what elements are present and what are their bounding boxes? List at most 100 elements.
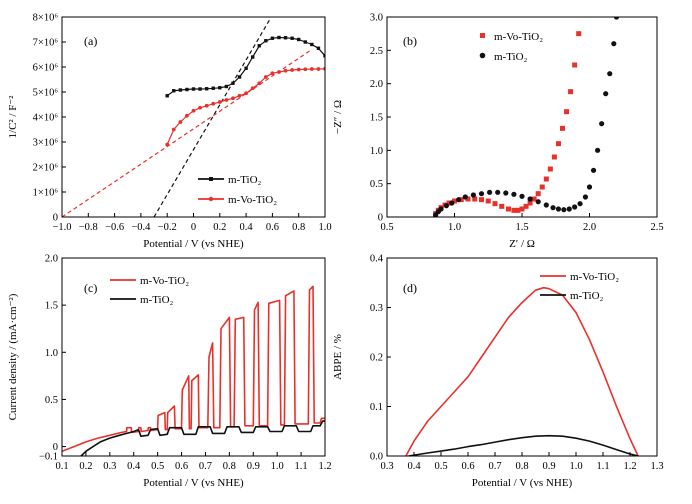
- x-tick-label: 0.9: [542, 461, 555, 472]
- y-tick-label: −0.1: [39, 452, 58, 463]
- data-point: [277, 35, 281, 40]
- series-1: [165, 66, 325, 147]
- y-tick-label: 2.0: [45, 254, 58, 265]
- data-point: [566, 206, 572, 212]
- y-tick-label: 7×10⁶: [33, 38, 59, 49]
- data-point: [185, 87, 189, 92]
- legend-label: m-Vo-TiO₂: [570, 271, 619, 283]
- chart-panel-d: 0.3 0.4 0.5 0.6 0.7 0.8 0.9 1.0 1.1 1.2 1.3 0.0 0.1 0…: [332, 254, 664, 490]
- data-point: [519, 206, 525, 212]
- x-tick-label: 0.1: [55, 461, 68, 472]
- data-point: [446, 200, 452, 206]
- y-axis-label: ABPE / %: [332, 334, 344, 380]
- x-tick-label: 1.0: [271, 461, 284, 472]
- data-point: [198, 105, 202, 110]
- chart-panel-c: 0.1 0.2 0.3 0.4 0.5 0.6 0.7 0.8 0.9 1.0 1.1 1.2 −0.1…: [7, 254, 332, 490]
- data-point: [492, 201, 498, 207]
- x-tick-label: 0.4: [407, 461, 421, 472]
- x-tick-label: 1.3: [650, 461, 663, 472]
- data-point: [309, 67, 314, 71]
- x-axis-label: Z′ / Ω: [509, 238, 535, 250]
- data-point: [283, 68, 288, 73]
- data-point: [211, 101, 216, 106]
- y-tick-label: 1.5: [45, 301, 58, 312]
- data-point: [172, 89, 176, 93]
- x-tick-label: 1.5: [515, 222, 528, 233]
- y-tick-label: 0.3: [370, 303, 383, 314]
- data-point: [485, 198, 491, 204]
- x-tick-label: 1.1: [295, 461, 308, 472]
- x-tick-label: 0.4: [127, 461, 141, 472]
- data-point: [257, 81, 262, 86]
- data-point: [495, 189, 501, 195]
- data-point: [568, 89, 574, 95]
- x-tick-label: 0.2: [213, 222, 226, 233]
- legend-entry: m-TiO₂: [198, 174, 262, 186]
- data-point: [523, 203, 529, 209]
- data-point: [503, 190, 509, 196]
- x-tick-label: 1.0: [448, 222, 461, 233]
- legend-entry: m-Vo-TiO₂: [480, 31, 543, 43]
- x-tick-label: −1.0: [52, 222, 71, 233]
- data-point: [178, 120, 183, 124]
- data-point: [316, 46, 321, 50]
- y-tick-label: 5×10⁶: [33, 88, 59, 99]
- data-point: [613, 17, 620, 20]
- data-point: [449, 200, 455, 206]
- legend-marker: [208, 196, 214, 202]
- data-point: [539, 184, 545, 190]
- panel-label: (d): [403, 281, 417, 295]
- data-point: [297, 37, 301, 42]
- series-1: [433, 17, 620, 217]
- data-point: [535, 191, 541, 197]
- legend-label: m-Vo-TiO₂: [140, 275, 189, 287]
- y-tick-label: 2.5: [370, 46, 383, 57]
- plot-area: [405, 286, 639, 456]
- series-1: [80, 420, 325, 456]
- legend-marker: [209, 177, 213, 181]
- data-point: [479, 197, 484, 203]
- x-tick-label: 0.4: [240, 222, 254, 233]
- x-tick-label: 0.5: [434, 461, 447, 472]
- data-point: [244, 91, 249, 96]
- data-point: [191, 87, 196, 91]
- data-point: [165, 142, 170, 147]
- data-point: [551, 154, 557, 160]
- data-point: [217, 100, 222, 104]
- y-tick-label: 0.5: [45, 395, 58, 406]
- y-tick-label: 3×10⁶: [33, 138, 59, 149]
- y-tick-label: 8×10⁶: [33, 13, 59, 24]
- x-tick-label: −0.8: [79, 222, 98, 233]
- data-point: [590, 167, 597, 173]
- chart-panel-a: −1.0 −0.8 −0.6 −0.4 −0.2 0 0.2 0.4 0.6 0.8 1.0 0 1×1…: [7, 13, 332, 251]
- data-point: [316, 67, 321, 71]
- data-point: [250, 86, 255, 91]
- data-point: [595, 147, 601, 153]
- data-point: [543, 202, 549, 208]
- data-point: [611, 41, 617, 47]
- x-tick-label: 0.5: [151, 461, 164, 472]
- data-point: [303, 40, 307, 44]
- legend-label: m-Vo-TiO₂: [228, 194, 277, 206]
- plot-area: [62, 285, 325, 456]
- data-point: [191, 108, 196, 113]
- x-tick-label: 0.8: [515, 461, 528, 472]
- y-tick-label: 0.4: [370, 254, 384, 265]
- data-point: [224, 98, 229, 102]
- data-point: [465, 196, 471, 202]
- data-point: [511, 191, 517, 197]
- data-point: [472, 196, 478, 202]
- x-tick-label: 0.6: [461, 461, 474, 472]
- data-point: [582, 194, 589, 200]
- data-point: [185, 113, 189, 118]
- data-point: [290, 36, 294, 40]
- data-point: [257, 44, 261, 48]
- y-tick-label: 2.0: [370, 79, 383, 90]
- data-point: [198, 87, 202, 91]
- data-point: [576, 31, 582, 37]
- y-tick-label: 0: [53, 442, 58, 453]
- data-point: [211, 86, 215, 90]
- series-0: [405, 286, 639, 456]
- series-1: [408, 434, 639, 456]
- data-point: [560, 125, 565, 131]
